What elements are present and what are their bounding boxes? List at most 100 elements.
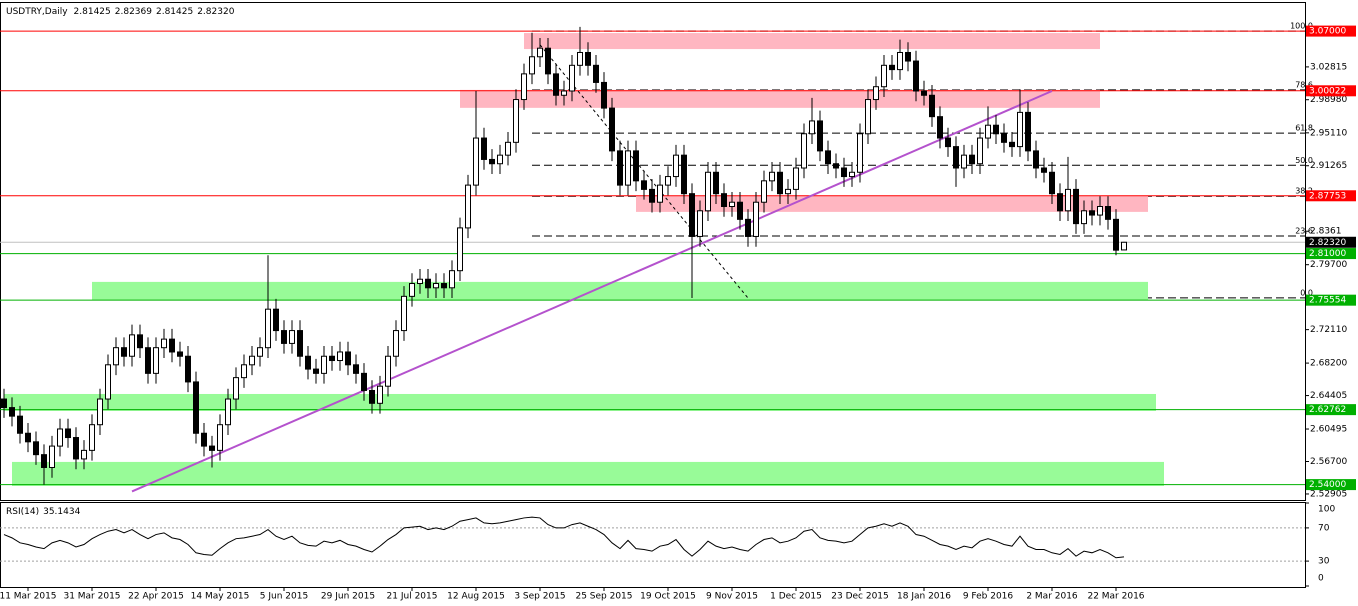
candle-body (193, 381, 199, 434)
rsi-header: RSI(14) 35.1434 (6, 507, 81, 517)
candle-body (537, 47, 543, 58)
rsi-tick-label: 100 (1318, 505, 1335, 515)
y-tick-label: 2.79700 (1310, 260, 1347, 270)
candle-body (305, 355, 311, 370)
candle-body (873, 86, 879, 101)
candle-body (337, 351, 343, 362)
bar-close: 2.82320 (197, 7, 234, 17)
candle-body (1049, 171, 1055, 195)
candle-body (105, 364, 111, 400)
x-tick-label: 31 Mar 2015 (63, 592, 120, 602)
x-tick-label: 22 Mar 2016 (1087, 592, 1144, 602)
candle-body (353, 364, 359, 374)
x-tick-label: 25 Sep 2015 (575, 592, 632, 602)
candle-body (881, 64, 887, 88)
candle-body (913, 60, 919, 92)
candle-body (689, 193, 695, 237)
candle-body (953, 146, 959, 169)
price-tag-label: 2.62762 (1309, 405, 1346, 415)
candle-body (489, 158, 495, 165)
candle-body (1121, 241, 1127, 251)
candle-body (377, 385, 383, 404)
candle-body (529, 56, 535, 75)
chart-title: USDTRY,Daily (6, 7, 68, 17)
candle-body (321, 355, 327, 374)
candle-body (585, 51, 591, 66)
candle-body (1017, 111, 1023, 148)
candle-body (33, 441, 39, 456)
candle-body (969, 154, 975, 165)
x-tick-label: 21 Jul 2015 (387, 592, 438, 602)
x-tick-label: 3 Sep 2015 (514, 592, 565, 602)
candle-body (505, 141, 511, 156)
fib-label: 61.8 (1295, 124, 1313, 133)
candle-body (201, 432, 207, 447)
candle-body (281, 330, 287, 344)
x-tick-label: 9 Feb 2016 (963, 592, 1014, 602)
candle-body (73, 437, 79, 460)
candle-body (985, 124, 991, 139)
y-tick-label: 2.95110 (1310, 128, 1347, 138)
candle-body (449, 270, 455, 289)
y-tick-label: 3.02815 (1310, 62, 1347, 72)
candle-body (745, 218, 751, 237)
candle-body (433, 283, 439, 289)
candle-body (1025, 111, 1031, 152)
zone (4, 393, 1156, 411)
candle-body (705, 171, 711, 212)
candle-body (545, 47, 551, 75)
price-tag (1306, 479, 1356, 491)
candle-body (409, 283, 415, 297)
candle-body (577, 51, 583, 66)
candle-body (593, 64, 599, 83)
candle-body (401, 295, 407, 332)
price-tag (1306, 190, 1356, 202)
candle-body (345, 351, 351, 366)
candle-body (65, 428, 71, 439)
x-tick-label: 18 Jan 2016 (897, 592, 951, 602)
x-tick-label: 9 Nov 2015 (706, 592, 758, 602)
rsi-value: 35.1434 (43, 507, 80, 517)
rsi-tick-label: 70 (1318, 523, 1330, 533)
zone (12, 461, 1164, 486)
candle-body (393, 330, 399, 357)
x-tick-label: 14 May 2015 (191, 592, 250, 602)
candle-body (89, 424, 95, 451)
candle-body (153, 347, 159, 374)
fib-label: 38.2 (1295, 187, 1313, 196)
candle-body (145, 347, 151, 374)
x-tick-label: 1 Dec 2015 (770, 592, 822, 602)
y-tick-label: 2.72110 (1310, 325, 1347, 335)
candle-body (905, 51, 911, 62)
candle-body (225, 398, 231, 426)
candle-body (569, 64, 575, 92)
rsi-panel (0, 502, 1306, 588)
x-tick-label: 11 Mar 2015 (0, 592, 57, 602)
y-tick-label: 2.60495 (1310, 425, 1347, 435)
candle-body (513, 99, 519, 143)
candle-body (313, 368, 319, 374)
candle-body (649, 188, 655, 203)
candle-body (865, 99, 871, 135)
price-tag-label: 2.82320 (1309, 238, 1346, 248)
candle-body (361, 372, 367, 391)
bar-low: 2.81425 (156, 7, 193, 17)
candle-body (121, 347, 127, 357)
candle-body (425, 278, 431, 289)
candle-body (457, 227, 463, 272)
candle-body (841, 167, 847, 178)
rsi-tick-label: 30 (1318, 557, 1330, 567)
fib-label: 23.6 (1295, 226, 1313, 235)
candle-body (673, 154, 679, 178)
candle-body (1097, 206, 1103, 216)
candle-body (1057, 193, 1063, 212)
rsi-tick-label: 0 (1318, 574, 1324, 584)
candle-body (1089, 210, 1095, 216)
candle-body (137, 334, 143, 349)
candle-body (785, 188, 791, 195)
rsi-line (3, 516, 1125, 559)
candle-body (617, 150, 623, 186)
candle-body (625, 150, 631, 186)
candle-body (177, 351, 183, 357)
price-tag-label: 2.81000 (1309, 249, 1346, 259)
